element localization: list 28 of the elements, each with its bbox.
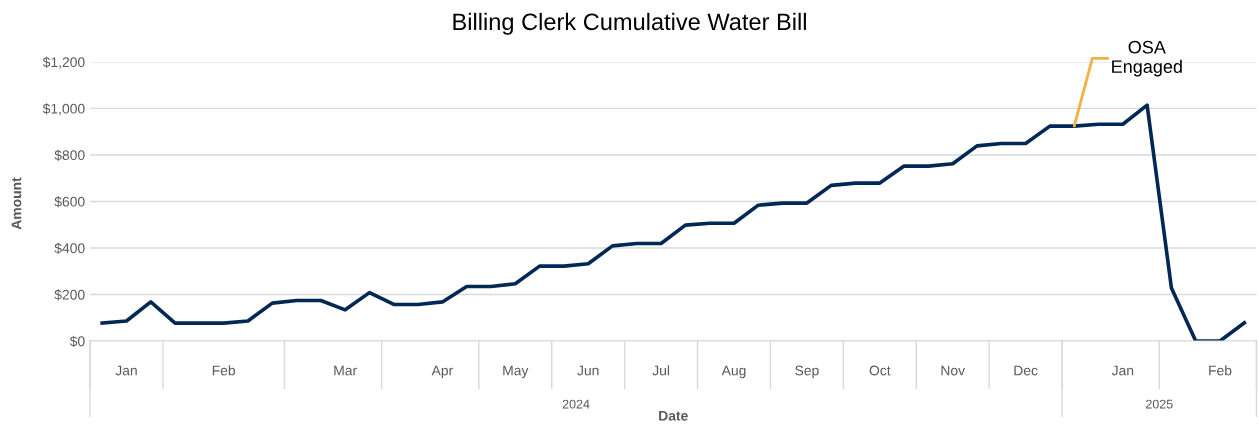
y-tick-label: $1,000: [42, 103, 85, 116]
y-tick-label: $800: [54, 149, 85, 161]
y-tick-label: $0: [69, 335, 85, 347]
text: 2024: [562, 399, 590, 409]
line-series: [100, 103, 1247, 341]
x-tick-label: Aug: [721, 365, 746, 379]
x-tick-label: May: [503, 365, 529, 379]
x-tick-label: Feb: [1209, 365, 1232, 376]
x-tick-label: Mar: [334, 365, 357, 376]
x-tick-label: Dec: [1014, 365, 1038, 376]
x-tick-label: Jul: [652, 365, 670, 376]
y-tick-label: $600: [54, 196, 85, 208]
chart-title: Billing Clerk Cumulative Water Bill: [453, 12, 806, 35]
x-tick-label: Jan: [115, 365, 137, 376]
annotation: OSA Engaged: [1112, 40, 1182, 77]
x-tick-label: Nov: [941, 365, 966, 376]
x-axis-title: Date: [659, 410, 688, 421]
y-axis-title: Amount: [11, 177, 22, 230]
y-tick-label: $200: [54, 289, 85, 301]
y-tick-label: $400: [54, 242, 85, 254]
text: 2025: [1146, 399, 1173, 409]
x-tick-label: Sep: [795, 365, 819, 379]
x-tick-label: Jun: [577, 365, 599, 376]
x-tick-label: Apr: [431, 365, 453, 379]
x-tick-label: Oct: [869, 365, 891, 376]
y-tick-label: $1,200: [42, 56, 85, 69]
x-tick-label: Feb: [212, 365, 236, 376]
x-tick-label: Jan: [1111, 365, 1134, 376]
